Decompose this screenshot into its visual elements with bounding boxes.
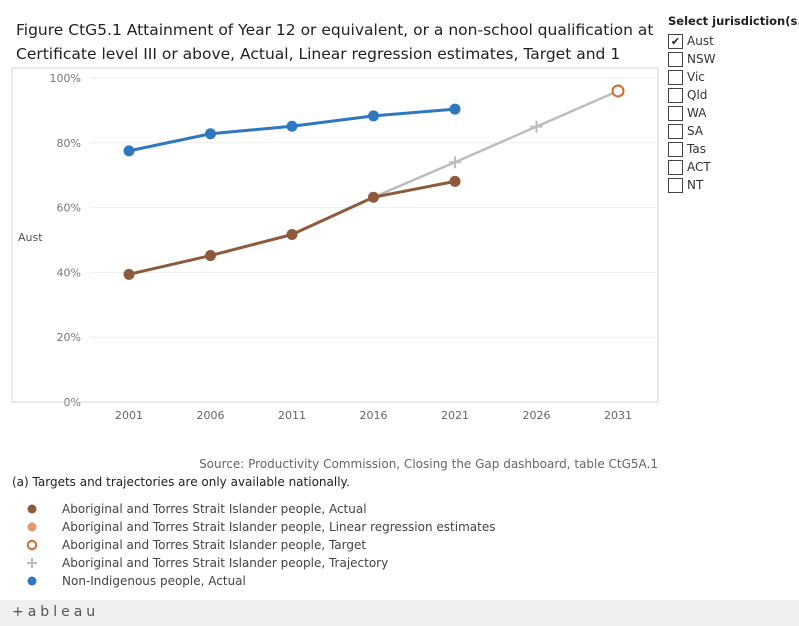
footer-bar: +ableau xyxy=(0,600,799,626)
legend-label: Aboriginal and Torres Strait Islander pe… xyxy=(62,520,496,534)
x-tick-label: 2021 xyxy=(441,409,469,422)
filter-checkbox[interactable] xyxy=(668,51,683,67)
filter-item-label: Tas xyxy=(687,142,706,156)
legend-label: Aboriginal and Torres Strait Islander pe… xyxy=(62,538,367,552)
filter-item-wa[interactable]: WA xyxy=(668,104,799,122)
data-point xyxy=(286,228,298,240)
y-tick-label: 20% xyxy=(57,331,81,344)
legend-label: Aboriginal and Torres Strait Islander pe… xyxy=(62,556,389,570)
source-note: Source: Productivity Commission, Closing… xyxy=(199,457,658,471)
series-line xyxy=(373,89,619,199)
y-axis: 0%20%40%60%80%100% xyxy=(46,72,90,409)
trajectory-point xyxy=(449,156,461,169)
filter-checkbox[interactable] xyxy=(668,177,683,193)
legend-item[interactable]: Aboriginal and Torres Strait Islander pe… xyxy=(22,500,495,518)
target-point xyxy=(611,84,625,98)
series-layer xyxy=(123,84,625,280)
tableau-logo[interactable]: +ableau xyxy=(12,604,100,620)
legend-item[interactable]: Aboriginal and Torres Strait Islander pe… xyxy=(22,554,495,572)
x-tick-label: 2006 xyxy=(197,409,225,422)
data-point xyxy=(286,120,298,132)
plus-marker-icon xyxy=(22,554,42,572)
filter-checkbox[interactable] xyxy=(668,69,683,85)
filter-item-label: Vic xyxy=(687,70,705,84)
x-tick-label: 2016 xyxy=(360,409,388,422)
legend-item[interactable]: Aboriginal and Torres Strait Islander pe… xyxy=(22,536,495,554)
filter-item-label: ACT xyxy=(687,160,711,174)
filter-checkbox[interactable] xyxy=(668,141,683,157)
filter-item-nsw[interactable]: NSW xyxy=(668,50,799,68)
x-tick-label: 2001 xyxy=(115,409,143,422)
filter-checkbox[interactable] xyxy=(668,159,683,175)
filter-checkbox[interactable] xyxy=(668,105,683,121)
dot-marker-icon xyxy=(22,500,42,518)
trajectory-point xyxy=(530,120,543,133)
data-point xyxy=(449,103,461,115)
filter-item-label: NT xyxy=(687,178,704,192)
legend-item[interactable]: Non-Indigenous people, Actual xyxy=(22,572,495,590)
data-point xyxy=(123,145,135,157)
data-point xyxy=(449,175,461,187)
filter-item-label: NSW xyxy=(687,52,716,66)
x-tick-label: 2026 xyxy=(523,409,551,422)
plot-area xyxy=(11,67,659,403)
data-point xyxy=(205,128,216,140)
dot-marker-icon xyxy=(22,572,42,590)
gridlines xyxy=(90,77,658,338)
x-axis: 2001 2006 2011 2016 2021 2026 2031 xyxy=(115,409,632,422)
filter-list: ✔ Aust NSW Vic Qld WA SA Tas ACT NT xyxy=(668,32,799,194)
legend-label: Aboriginal and Torres Strait Islander pe… xyxy=(62,502,367,516)
filter-item-sa[interactable]: SA xyxy=(668,122,799,140)
dot-marker-icon xyxy=(22,518,42,536)
filter-item-act[interactable]: ACT xyxy=(668,158,799,176)
data-point xyxy=(123,268,135,280)
filter-item-label: WA xyxy=(687,106,707,120)
y-tick-label: 80% xyxy=(57,137,81,150)
data-point xyxy=(368,191,379,203)
filter-item-nt[interactable]: NT xyxy=(668,176,799,194)
data-point xyxy=(368,110,379,122)
legend-label: Non-Indigenous people, Actual xyxy=(62,574,246,588)
filter-item-label: Aust xyxy=(687,34,714,48)
filter-checkbox[interactable] xyxy=(668,87,683,103)
x-tick-label: 2031 xyxy=(604,409,632,422)
ring-marker-icon xyxy=(22,536,42,554)
line-chart: 0%20%40%60%80%100% 2001 2006 2011 2016 2021 2… xyxy=(11,67,659,422)
filter-item-label: Qld xyxy=(687,88,708,102)
x-tick-label: 2011 xyxy=(278,409,306,422)
legend: Aboriginal and Torres Strait Islander pe… xyxy=(22,500,495,590)
filter-title: Select jurisdiction(s.. xyxy=(668,14,799,28)
filter-item-qld[interactable]: Qld xyxy=(668,86,799,104)
y-axis-label: Aust xyxy=(18,231,43,244)
y-tick-label: 60% xyxy=(57,202,81,215)
data-point xyxy=(205,250,216,262)
footnote: (a) Targets and trajectories are only av… xyxy=(12,475,350,489)
jurisdiction-filter: Select jurisdiction(s.. ✔ Aust NSW Vic Qld WA… xyxy=(668,14,799,194)
y-tick-label: 40% xyxy=(57,266,81,279)
filter-checkbox[interactable]: ✔ xyxy=(668,33,683,49)
filter-item-vic[interactable]: Vic xyxy=(668,68,799,86)
filter-item-aust[interactable]: ✔ Aust xyxy=(668,32,799,50)
legend-item[interactable]: Aboriginal and Torres Strait Islander pe… xyxy=(22,518,495,536)
filter-checkbox[interactable] xyxy=(668,123,683,139)
filter-item-label: SA xyxy=(687,124,704,138)
filter-item-tas[interactable]: Tas xyxy=(668,140,799,158)
y-tick-label: 100% xyxy=(50,72,81,85)
